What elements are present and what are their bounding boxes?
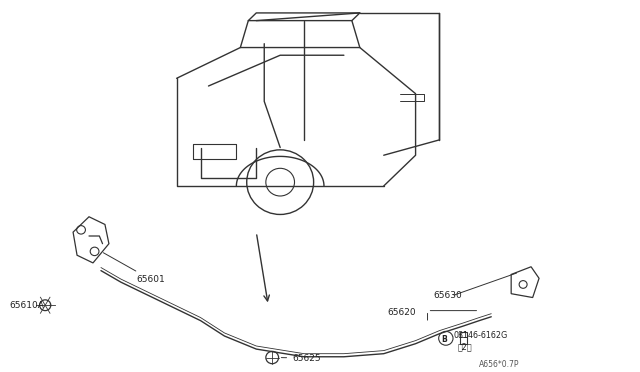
Text: A656*0.7P: A656*0.7P [479,360,520,369]
Text: 65601: 65601 [104,253,166,284]
Text: 65630: 65630 [433,291,462,300]
Text: 65620: 65620 [388,308,417,317]
Text: 08146-6162G: 08146-6162G [453,331,508,340]
Text: 65610A: 65610A [10,301,51,310]
Text: 65625: 65625 [282,354,321,363]
Text: B: B [441,335,447,344]
Text: （2）: （2） [458,342,472,351]
